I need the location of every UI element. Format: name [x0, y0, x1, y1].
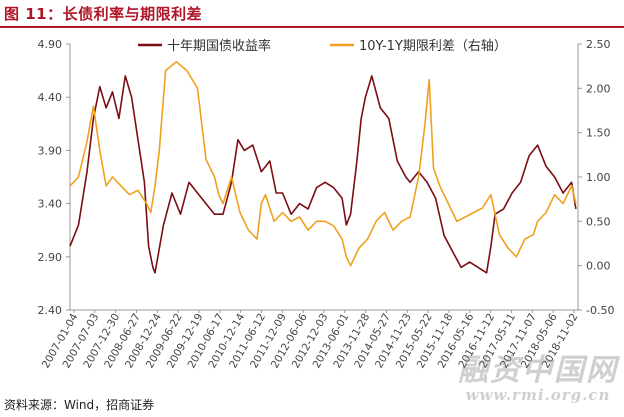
- watermark-logo-text: 融资中国网: [458, 353, 618, 388]
- series-line-term-spread: [69, 60, 577, 267]
- right-y-tick-label: 0.00: [586, 260, 611, 273]
- right-y-tick-label: 1.00: [586, 171, 611, 184]
- figure-title: 图 11：长债利率与期限利差: [4, 5, 203, 23]
- watermark: 融资中国网 www.rmi.org.cn: [458, 356, 618, 403]
- right-y-tick-label: 2.50: [586, 38, 611, 51]
- right-y-tick-label: 2.00: [586, 82, 611, 95]
- left-y-tick-label: 3.90: [38, 144, 63, 157]
- legend-spread-label: 10Y-1Y期限利差（右轴）: [359, 39, 507, 54]
- watermark-url: www.rmi.org.cn: [465, 386, 611, 404]
- left-y-tick-label: 2.40: [38, 304, 63, 317]
- right-y-tick-label: -0.50: [586, 304, 614, 317]
- source-note: 资料来源：Wind，招商证券: [4, 398, 155, 412]
- left-y-tick-label: 3.40: [38, 198, 63, 211]
- left-y-tick-label: 4.90: [38, 38, 63, 51]
- series-line-10y-yield: [69, 75, 577, 274]
- left-y-tick-label: 4.40: [38, 91, 63, 104]
- line-chart: 2.40 2.90 3.40 3.90 4.40 4.90 -0.50 0.00 0.50 1.0…: [38, 38, 615, 370]
- figure-header: 图 11：长债利率与期限利差: [0, 0, 624, 28]
- right-y-tick-label: 0.50: [586, 215, 611, 228]
- left-y-tick-label: 2.90: [38, 251, 63, 264]
- right-y-tick-label: 1.50: [586, 127, 611, 140]
- title-underline: [0, 26, 624, 28]
- legend-yield-label: 十年期国债收益率: [167, 38, 271, 54]
